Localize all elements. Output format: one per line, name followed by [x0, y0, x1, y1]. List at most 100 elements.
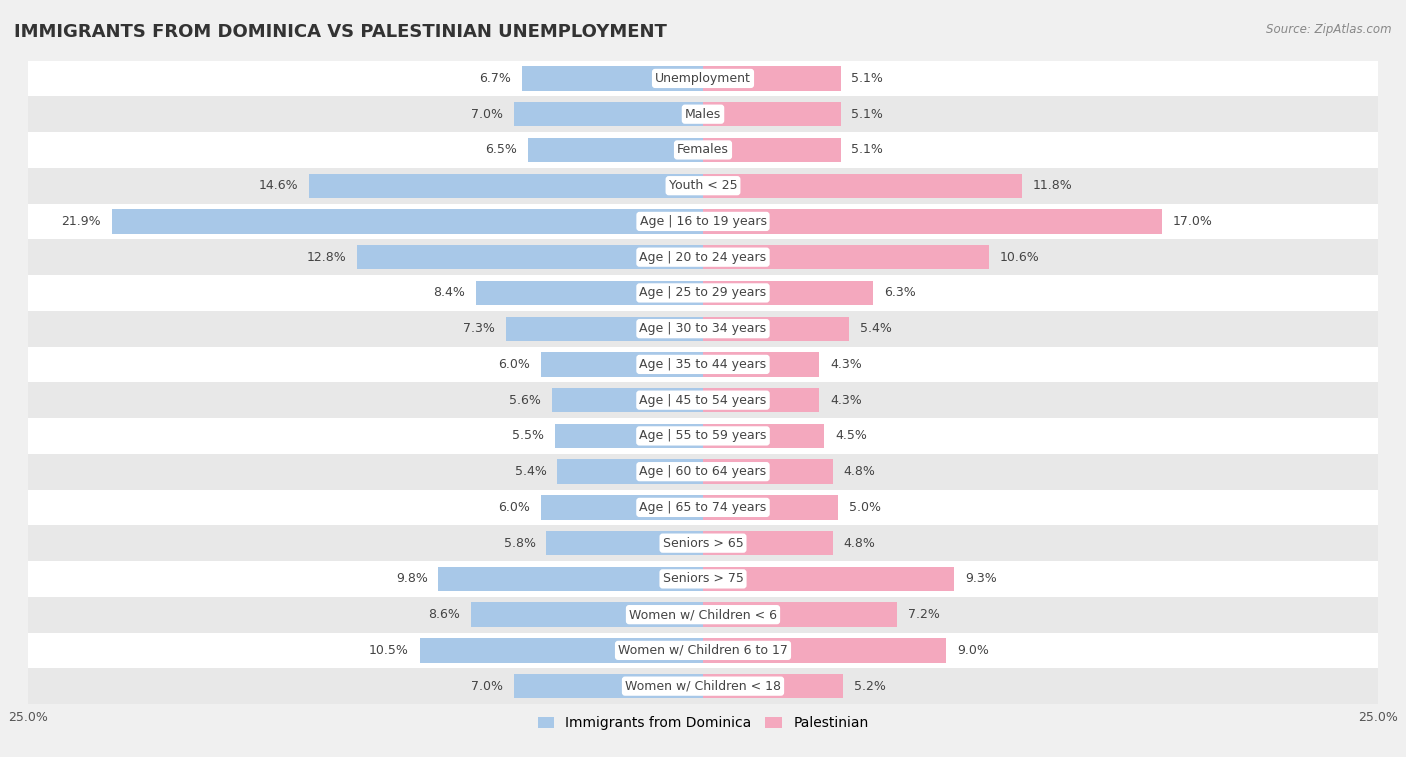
- Bar: [0, 239, 1406, 275]
- Text: 9.0%: 9.0%: [956, 644, 988, 657]
- Bar: [703, 209, 1161, 234]
- Text: Women w/ Children 6 to 17: Women w/ Children 6 to 17: [619, 644, 787, 657]
- Text: 8.4%: 8.4%: [433, 286, 465, 300]
- Bar: [703, 531, 832, 556]
- Text: 7.2%: 7.2%: [908, 608, 941, 621]
- Bar: [0, 597, 1406, 633]
- Bar: [703, 138, 841, 162]
- Bar: [703, 281, 873, 305]
- Bar: [703, 603, 897, 627]
- Text: 5.1%: 5.1%: [852, 72, 883, 85]
- Text: 6.0%: 6.0%: [498, 501, 530, 514]
- Text: Age | 30 to 34 years: Age | 30 to 34 years: [640, 322, 766, 335]
- Bar: [515, 674, 703, 698]
- Bar: [0, 275, 1406, 311]
- Text: Age | 55 to 59 years: Age | 55 to 59 years: [640, 429, 766, 442]
- Bar: [541, 495, 703, 519]
- Bar: [0, 96, 1406, 132]
- Text: 4.3%: 4.3%: [830, 394, 862, 407]
- Bar: [0, 668, 1406, 704]
- Bar: [703, 674, 844, 698]
- Text: Seniors > 75: Seniors > 75: [662, 572, 744, 585]
- Bar: [477, 281, 703, 305]
- Bar: [541, 352, 703, 376]
- Text: 6.5%: 6.5%: [485, 143, 517, 157]
- Text: 5.4%: 5.4%: [859, 322, 891, 335]
- Text: 9.3%: 9.3%: [965, 572, 997, 585]
- Text: 4.5%: 4.5%: [835, 429, 868, 442]
- Bar: [0, 561, 1406, 597]
- Text: 21.9%: 21.9%: [62, 215, 101, 228]
- Bar: [703, 495, 838, 519]
- Bar: [557, 459, 703, 484]
- Text: 6.3%: 6.3%: [884, 286, 915, 300]
- Bar: [703, 424, 824, 448]
- Text: Age | 45 to 54 years: Age | 45 to 54 years: [640, 394, 766, 407]
- Bar: [506, 316, 703, 341]
- Text: 17.0%: 17.0%: [1173, 215, 1212, 228]
- Text: 6.0%: 6.0%: [498, 358, 530, 371]
- Bar: [439, 567, 703, 591]
- Text: 5.2%: 5.2%: [855, 680, 886, 693]
- Text: 12.8%: 12.8%: [307, 251, 347, 263]
- Text: Seniors > 65: Seniors > 65: [662, 537, 744, 550]
- Text: 7.3%: 7.3%: [463, 322, 495, 335]
- Bar: [703, 459, 832, 484]
- Bar: [703, 316, 849, 341]
- Bar: [357, 245, 703, 269]
- Bar: [703, 102, 841, 126]
- Text: Age | 65 to 74 years: Age | 65 to 74 years: [640, 501, 766, 514]
- Text: Youth < 25: Youth < 25: [669, 179, 737, 192]
- Bar: [0, 525, 1406, 561]
- Legend: Immigrants from Dominica, Palestinian: Immigrants from Dominica, Palestinian: [531, 711, 875, 736]
- Text: 5.1%: 5.1%: [852, 143, 883, 157]
- Bar: [515, 102, 703, 126]
- Bar: [112, 209, 703, 234]
- Text: 7.0%: 7.0%: [471, 680, 503, 693]
- Text: 5.0%: 5.0%: [849, 501, 880, 514]
- Text: 5.8%: 5.8%: [503, 537, 536, 550]
- Text: 4.3%: 4.3%: [830, 358, 862, 371]
- Text: 9.8%: 9.8%: [395, 572, 427, 585]
- Bar: [0, 453, 1406, 490]
- Text: 5.1%: 5.1%: [852, 107, 883, 120]
- Bar: [419, 638, 703, 662]
- Text: Age | 20 to 24 years: Age | 20 to 24 years: [640, 251, 766, 263]
- Text: Unemployment: Unemployment: [655, 72, 751, 85]
- Text: 4.8%: 4.8%: [844, 465, 876, 478]
- Text: Source: ZipAtlas.com: Source: ZipAtlas.com: [1267, 23, 1392, 36]
- Text: Females: Females: [678, 143, 728, 157]
- Text: 4.8%: 4.8%: [844, 537, 876, 550]
- Text: Males: Males: [685, 107, 721, 120]
- Text: 10.6%: 10.6%: [1000, 251, 1039, 263]
- Bar: [0, 61, 1406, 96]
- Bar: [309, 173, 703, 198]
- Text: 6.7%: 6.7%: [479, 72, 512, 85]
- Text: 10.5%: 10.5%: [368, 644, 409, 657]
- Bar: [0, 382, 1406, 418]
- Bar: [0, 490, 1406, 525]
- Text: Women w/ Children < 6: Women w/ Children < 6: [628, 608, 778, 621]
- Bar: [0, 347, 1406, 382]
- Text: Age | 60 to 64 years: Age | 60 to 64 years: [640, 465, 766, 478]
- Text: 11.8%: 11.8%: [1032, 179, 1073, 192]
- Bar: [0, 311, 1406, 347]
- Text: 8.6%: 8.6%: [429, 608, 460, 621]
- Text: Age | 16 to 19 years: Age | 16 to 19 years: [640, 215, 766, 228]
- Text: IMMIGRANTS FROM DOMINICA VS PALESTINIAN UNEMPLOYMENT: IMMIGRANTS FROM DOMINICA VS PALESTINIAN …: [14, 23, 666, 41]
- Text: 5.5%: 5.5%: [512, 429, 544, 442]
- Bar: [703, 638, 946, 662]
- Text: 7.0%: 7.0%: [471, 107, 503, 120]
- Bar: [551, 388, 703, 413]
- Bar: [547, 531, 703, 556]
- Bar: [703, 388, 820, 413]
- Bar: [703, 352, 820, 376]
- Bar: [522, 67, 703, 91]
- Bar: [0, 132, 1406, 168]
- Text: 5.6%: 5.6%: [509, 394, 541, 407]
- Bar: [0, 633, 1406, 668]
- Text: Age | 25 to 29 years: Age | 25 to 29 years: [640, 286, 766, 300]
- Bar: [0, 168, 1406, 204]
- Bar: [703, 173, 1022, 198]
- Bar: [703, 245, 990, 269]
